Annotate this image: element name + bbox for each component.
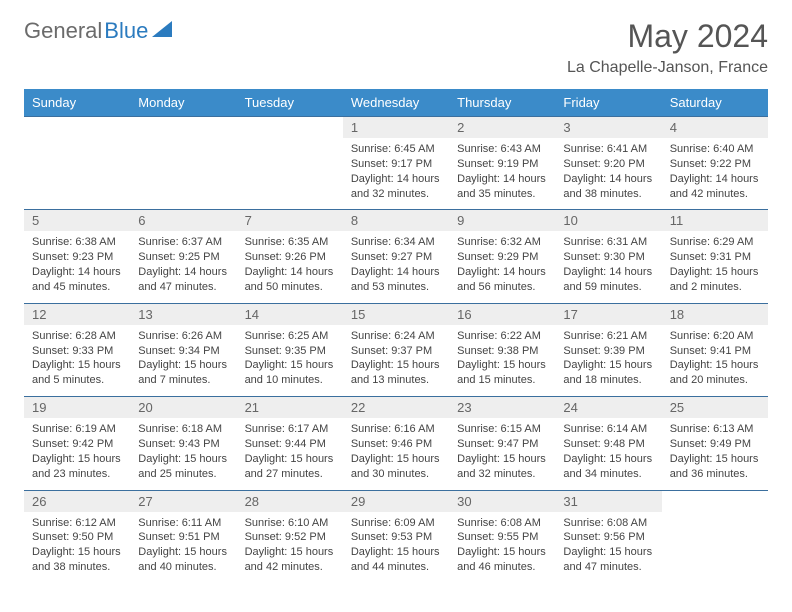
day-content-cell — [237, 138, 343, 210]
day-content-cell: Sunrise: 6:17 AMSunset: 9:44 PMDaylight:… — [237, 418, 343, 490]
day-content-row: Sunrise: 6:28 AMSunset: 9:33 PMDaylight:… — [24, 325, 768, 397]
day-content-cell — [130, 138, 236, 210]
day-number-cell: 26 — [24, 490, 130, 512]
calendar-table: Sunday Monday Tuesday Wednesday Thursday… — [24, 89, 768, 583]
day-content-cell: Sunrise: 6:12 AMSunset: 9:50 PMDaylight:… — [24, 512, 130, 583]
day-number-cell: 25 — [662, 397, 768, 419]
day-content-cell: Sunrise: 6:25 AMSunset: 9:35 PMDaylight:… — [237, 325, 343, 397]
day-number-cell — [24, 117, 130, 139]
weekday-header-row: Sunday Monday Tuesday Wednesday Thursday… — [24, 89, 768, 117]
day-number-cell: 19 — [24, 397, 130, 419]
weekday-header: Sunday — [24, 89, 130, 117]
day-number-cell: 13 — [130, 303, 236, 325]
brand-text-1: General — [24, 18, 102, 44]
day-number-cell: 11 — [662, 210, 768, 232]
day-number-cell: 30 — [449, 490, 555, 512]
day-content-cell: Sunrise: 6:10 AMSunset: 9:52 PMDaylight:… — [237, 512, 343, 583]
day-content-cell: Sunrise: 6:16 AMSunset: 9:46 PMDaylight:… — [343, 418, 449, 490]
day-number-cell: 2 — [449, 117, 555, 139]
day-number-cell: 10 — [555, 210, 661, 232]
brand-text-2: Blue — [104, 18, 148, 44]
day-number-cell: 16 — [449, 303, 555, 325]
day-content-cell: Sunrise: 6:22 AMSunset: 9:38 PMDaylight:… — [449, 325, 555, 397]
day-number-cell — [237, 117, 343, 139]
day-number-cell: 31 — [555, 490, 661, 512]
day-content-row: Sunrise: 6:45 AMSunset: 9:17 PMDaylight:… — [24, 138, 768, 210]
day-content-row: Sunrise: 6:19 AMSunset: 9:42 PMDaylight:… — [24, 418, 768, 490]
day-content-cell: Sunrise: 6:21 AMSunset: 9:39 PMDaylight:… — [555, 325, 661, 397]
day-content-cell: Sunrise: 6:15 AMSunset: 9:47 PMDaylight:… — [449, 418, 555, 490]
header: General Blue May 2024 La Chapelle-Janson… — [24, 18, 768, 77]
day-content-cell: Sunrise: 6:38 AMSunset: 9:23 PMDaylight:… — [24, 231, 130, 303]
location-label: La Chapelle-Janson, France — [567, 59, 768, 77]
day-content-cell: Sunrise: 6:08 AMSunset: 9:55 PMDaylight:… — [449, 512, 555, 583]
day-content-row: Sunrise: 6:12 AMSunset: 9:50 PMDaylight:… — [24, 512, 768, 583]
day-content-cell: Sunrise: 6:19 AMSunset: 9:42 PMDaylight:… — [24, 418, 130, 490]
day-content-cell: Sunrise: 6:20 AMSunset: 9:41 PMDaylight:… — [662, 325, 768, 397]
day-number-cell — [130, 117, 236, 139]
day-content-cell: Sunrise: 6:14 AMSunset: 9:48 PMDaylight:… — [555, 418, 661, 490]
day-number-cell — [662, 490, 768, 512]
day-number-cell: 23 — [449, 397, 555, 419]
day-number-cell: 22 — [343, 397, 449, 419]
day-number-cell: 24 — [555, 397, 661, 419]
day-content-cell — [662, 512, 768, 583]
day-content-cell: Sunrise: 6:26 AMSunset: 9:34 PMDaylight:… — [130, 325, 236, 397]
day-content-cell — [24, 138, 130, 210]
day-content-cell: Sunrise: 6:13 AMSunset: 9:49 PMDaylight:… — [662, 418, 768, 490]
day-number-cell: 12 — [24, 303, 130, 325]
day-number-row: 262728293031 — [24, 490, 768, 512]
day-content-cell: Sunrise: 6:34 AMSunset: 9:27 PMDaylight:… — [343, 231, 449, 303]
day-number-cell: 21 — [237, 397, 343, 419]
day-number-cell: 29 — [343, 490, 449, 512]
day-content-cell: Sunrise: 6:41 AMSunset: 9:20 PMDaylight:… — [555, 138, 661, 210]
day-number-cell: 15 — [343, 303, 449, 325]
day-content-cell: Sunrise: 6:40 AMSunset: 9:22 PMDaylight:… — [662, 138, 768, 210]
day-number-row: 12131415161718 — [24, 303, 768, 325]
day-content-cell: Sunrise: 6:29 AMSunset: 9:31 PMDaylight:… — [662, 231, 768, 303]
day-number-cell: 4 — [662, 117, 768, 139]
day-content-cell: Sunrise: 6:35 AMSunset: 9:26 PMDaylight:… — [237, 231, 343, 303]
day-number-row: 1234 — [24, 117, 768, 139]
day-number-cell: 20 — [130, 397, 236, 419]
day-content-cell: Sunrise: 6:09 AMSunset: 9:53 PMDaylight:… — [343, 512, 449, 583]
weekday-header: Friday — [555, 89, 661, 117]
day-number-cell: 1 — [343, 117, 449, 139]
weekday-header: Wednesday — [343, 89, 449, 117]
day-content-cell: Sunrise: 6:37 AMSunset: 9:25 PMDaylight:… — [130, 231, 236, 303]
day-content-cell: Sunrise: 6:28 AMSunset: 9:33 PMDaylight:… — [24, 325, 130, 397]
weekday-header: Tuesday — [237, 89, 343, 117]
day-number-cell: 5 — [24, 210, 130, 232]
day-content-cell: Sunrise: 6:31 AMSunset: 9:30 PMDaylight:… — [555, 231, 661, 303]
weekday-header: Saturday — [662, 89, 768, 117]
day-content-cell: Sunrise: 6:18 AMSunset: 9:43 PMDaylight:… — [130, 418, 236, 490]
day-content-row: Sunrise: 6:38 AMSunset: 9:23 PMDaylight:… — [24, 231, 768, 303]
day-content-cell: Sunrise: 6:24 AMSunset: 9:37 PMDaylight:… — [343, 325, 449, 397]
weekday-header: Monday — [130, 89, 236, 117]
day-content-cell: Sunrise: 6:11 AMSunset: 9:51 PMDaylight:… — [130, 512, 236, 583]
day-number-cell: 17 — [555, 303, 661, 325]
day-number-cell: 9 — [449, 210, 555, 232]
day-content-cell: Sunrise: 6:45 AMSunset: 9:17 PMDaylight:… — [343, 138, 449, 210]
weekday-header: Thursday — [449, 89, 555, 117]
title-block: May 2024 La Chapelle-Janson, France — [567, 18, 768, 77]
day-number-cell: 8 — [343, 210, 449, 232]
day-content-cell: Sunrise: 6:43 AMSunset: 9:19 PMDaylight:… — [449, 138, 555, 210]
day-number-cell: 6 — [130, 210, 236, 232]
day-number-cell: 28 — [237, 490, 343, 512]
day-number-cell: 7 — [237, 210, 343, 232]
day-number-cell: 27 — [130, 490, 236, 512]
day-number-row: 19202122232425 — [24, 397, 768, 419]
calendar-body: 1234Sunrise: 6:45 AMSunset: 9:17 PMDayli… — [24, 117, 768, 583]
day-number-cell: 3 — [555, 117, 661, 139]
brand-triangle-icon — [152, 21, 172, 42]
day-number-row: 567891011 — [24, 210, 768, 232]
day-content-cell: Sunrise: 6:08 AMSunset: 9:56 PMDaylight:… — [555, 512, 661, 583]
day-content-cell: Sunrise: 6:32 AMSunset: 9:29 PMDaylight:… — [449, 231, 555, 303]
brand-logo: General Blue — [24, 18, 172, 44]
day-number-cell: 18 — [662, 303, 768, 325]
month-title: May 2024 — [567, 18, 768, 55]
day-number-cell: 14 — [237, 303, 343, 325]
